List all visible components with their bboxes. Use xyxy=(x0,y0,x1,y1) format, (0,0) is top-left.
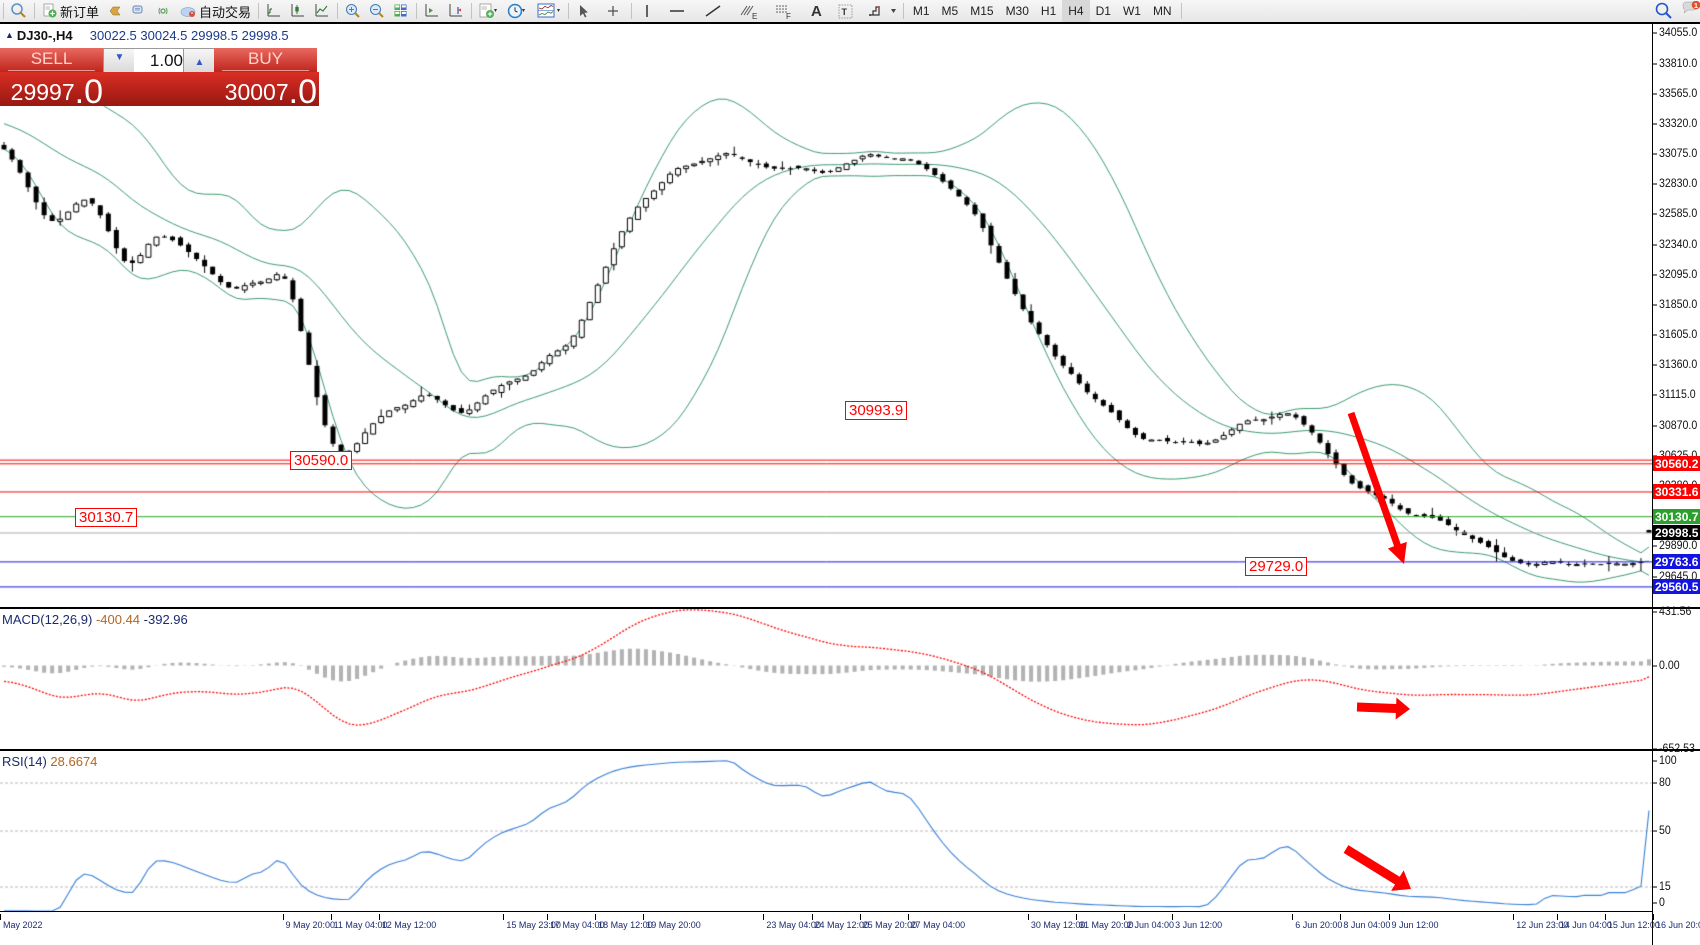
svg-text:E: E xyxy=(752,12,757,19)
svg-text:F: F xyxy=(786,12,791,19)
svg-text:T: T xyxy=(841,7,847,17)
svg-text:1: 1 xyxy=(1694,1,1698,10)
